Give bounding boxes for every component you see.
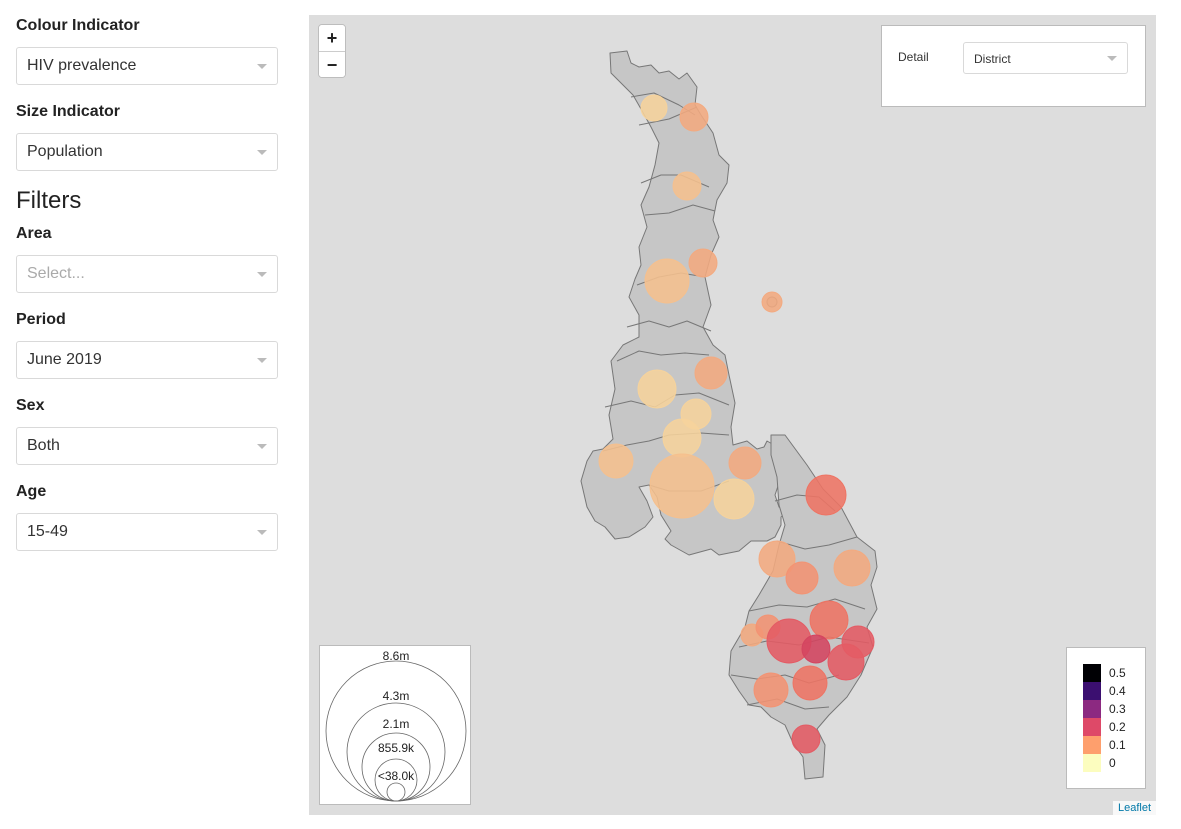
size-legend-label: 855.9k — [378, 741, 415, 755]
chevron-down-icon — [257, 358, 267, 363]
colour-indicator-label: Colour Indicator — [16, 17, 140, 34]
size-legend-label: 2.1m — [383, 717, 410, 731]
zoom-in-button[interactable]: + — [319, 25, 345, 51]
legend-swatch — [1083, 754, 1101, 772]
age-value: 15-49 — [27, 523, 68, 540]
map[interactable]: + − Detail District 8.6m 4.3m 2.1m 855.9… — [309, 15, 1156, 815]
district-bubble[interactable] — [640, 94, 668, 122]
chevron-down-icon — [1107, 56, 1117, 61]
district-bubble[interactable] — [758, 540, 796, 578]
size-legend: 8.6m 4.3m 2.1m 855.9k <38.0k — [319, 645, 471, 805]
district-bubble[interactable] — [598, 443, 634, 479]
district-bubble[interactable] — [694, 356, 728, 390]
legend-label: 0.1 — [1109, 738, 1126, 752]
zoom-control: + − — [318, 24, 346, 78]
size-indicator-select[interactable]: Population — [16, 133, 278, 171]
filters-heading: Filters — [16, 187, 82, 214]
chevron-down-icon — [257, 64, 267, 69]
size-indicator-value: Population — [27, 143, 103, 160]
detail-select[interactable]: District — [963, 42, 1128, 74]
legend-label: 0.3 — [1109, 702, 1126, 716]
area-placeholder: Select... — [27, 265, 85, 282]
chevron-down-icon — [257, 272, 267, 277]
chevron-down-icon — [257, 530, 267, 535]
district-bubble[interactable] — [833, 549, 871, 587]
district-bubble[interactable] — [649, 453, 715, 519]
detail-value: District — [974, 52, 1011, 66]
sex-label: Sex — [16, 397, 45, 414]
district-bubble[interactable] — [753, 672, 789, 708]
legend-label: 0.2 — [1109, 720, 1126, 734]
district-bubble[interactable] — [672, 171, 702, 201]
legend-label: 0 — [1109, 756, 1116, 770]
district-bubble[interactable] — [792, 665, 828, 701]
legend-swatch — [1083, 718, 1101, 736]
district-bubble[interactable] — [688, 248, 718, 278]
district-bubble[interactable] — [679, 102, 709, 132]
period-select[interactable]: June 2019 — [16, 341, 278, 379]
detail-label: Detail — [898, 50, 929, 64]
district-bubble[interactable] — [713, 478, 755, 520]
legend-label: 0.4 — [1109, 684, 1126, 698]
prevalence-bubbles[interactable] — [598, 94, 875, 754]
district-bubble[interactable] — [761, 291, 783, 313]
chevron-down-icon — [257, 150, 267, 155]
area-label: Area — [16, 225, 52, 242]
period-label: Period — [16, 311, 66, 328]
legend-swatch — [1083, 664, 1101, 682]
legend-label: 0.5 — [1109, 666, 1126, 680]
leaflet-attribution-link[interactable]: Leaflet — [1112, 801, 1156, 815]
district-bubble[interactable] — [785, 561, 819, 595]
age-select[interactable]: 15-49 — [16, 513, 278, 551]
district-bubble[interactable] — [662, 418, 702, 458]
size-legend-label: 4.3m — [383, 689, 410, 703]
colour-indicator-select[interactable]: HIV prevalence — [16, 47, 278, 85]
area-select[interactable]: Select... — [16, 255, 278, 293]
district-bubble[interactable] — [644, 258, 690, 304]
period-value: June 2019 — [27, 351, 102, 368]
district-bubble[interactable] — [809, 600, 849, 640]
sex-value: Both — [27, 437, 60, 454]
sex-select[interactable]: Both — [16, 427, 278, 465]
district-bubble[interactable] — [801, 634, 831, 664]
chevron-down-icon — [257, 444, 267, 449]
map-layer[interactable] — [309, 15, 1156, 815]
legend-swatch — [1083, 736, 1101, 754]
district-bubble[interactable] — [637, 369, 677, 409]
colour-indicator-value: HIV prevalence — [27, 57, 137, 74]
district-bubble[interactable] — [728, 446, 762, 480]
detail-control: Detail District — [881, 25, 1146, 107]
size-legend-circle — [386, 782, 406, 802]
size-indicator-label: Size Indicator — [16, 103, 121, 120]
zoom-out-button[interactable]: − — [319, 51, 345, 77]
color-legend: 0.5 0.4 0.3 0.2 0.1 0 — [1066, 647, 1146, 789]
size-legend-label: <38.0k — [378, 769, 415, 783]
district-bubble[interactable] — [827, 643, 865, 681]
size-legend-label: 8.6m — [383, 649, 410, 663]
legend-swatch — [1083, 682, 1101, 700]
district-bubble[interactable] — [791, 724, 821, 754]
age-label: Age — [16, 483, 47, 500]
legend-swatch — [1083, 700, 1101, 718]
district-bubble[interactable] — [805, 474, 847, 516]
